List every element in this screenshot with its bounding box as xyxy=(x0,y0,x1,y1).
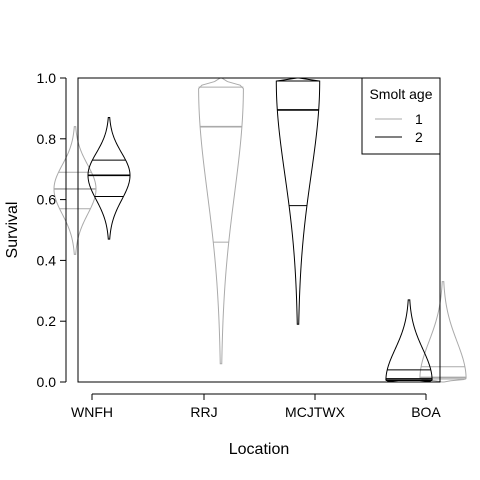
y-tick-label: 0.4 xyxy=(37,252,57,268)
plot-border xyxy=(77,77,441,383)
x-tick-label: RRJ xyxy=(190,404,217,420)
legend-entry-label: 1 xyxy=(415,111,423,127)
legend-entry-label: 2 xyxy=(415,129,423,145)
y-tick-label: 1.0 xyxy=(37,70,57,86)
violin-boa-age-2 xyxy=(385,299,433,383)
legend-title: Smolt age xyxy=(369,86,432,102)
x-tick-label: MCJTWX xyxy=(285,404,346,420)
legend-box xyxy=(361,77,441,155)
y-tick-label: 0.0 xyxy=(37,374,57,390)
y-tick-label: 0.8 xyxy=(37,131,57,147)
violin-layer xyxy=(53,77,467,383)
y-axis-label: Survival xyxy=(4,202,21,259)
x-tick-label: BOA xyxy=(411,404,441,420)
y-tick-label: 0.2 xyxy=(37,313,57,329)
legend: Smolt age 1 2 xyxy=(361,77,441,155)
x-tick-label: WNFH xyxy=(71,404,113,420)
violin-wnfh-age-1 xyxy=(53,126,97,255)
y-tick-label: 0.6 xyxy=(37,192,57,208)
violin-boa-age-1 xyxy=(419,281,467,383)
x-axis-label: Location xyxy=(229,441,290,458)
violin-wnfh-age-2 xyxy=(87,117,131,240)
x-axis: WNFH RRJ MCJTWX BOA xyxy=(71,393,441,420)
y-axis: 0.0 0.2 0.4 0.6 0.8 1.0 xyxy=(37,70,67,390)
